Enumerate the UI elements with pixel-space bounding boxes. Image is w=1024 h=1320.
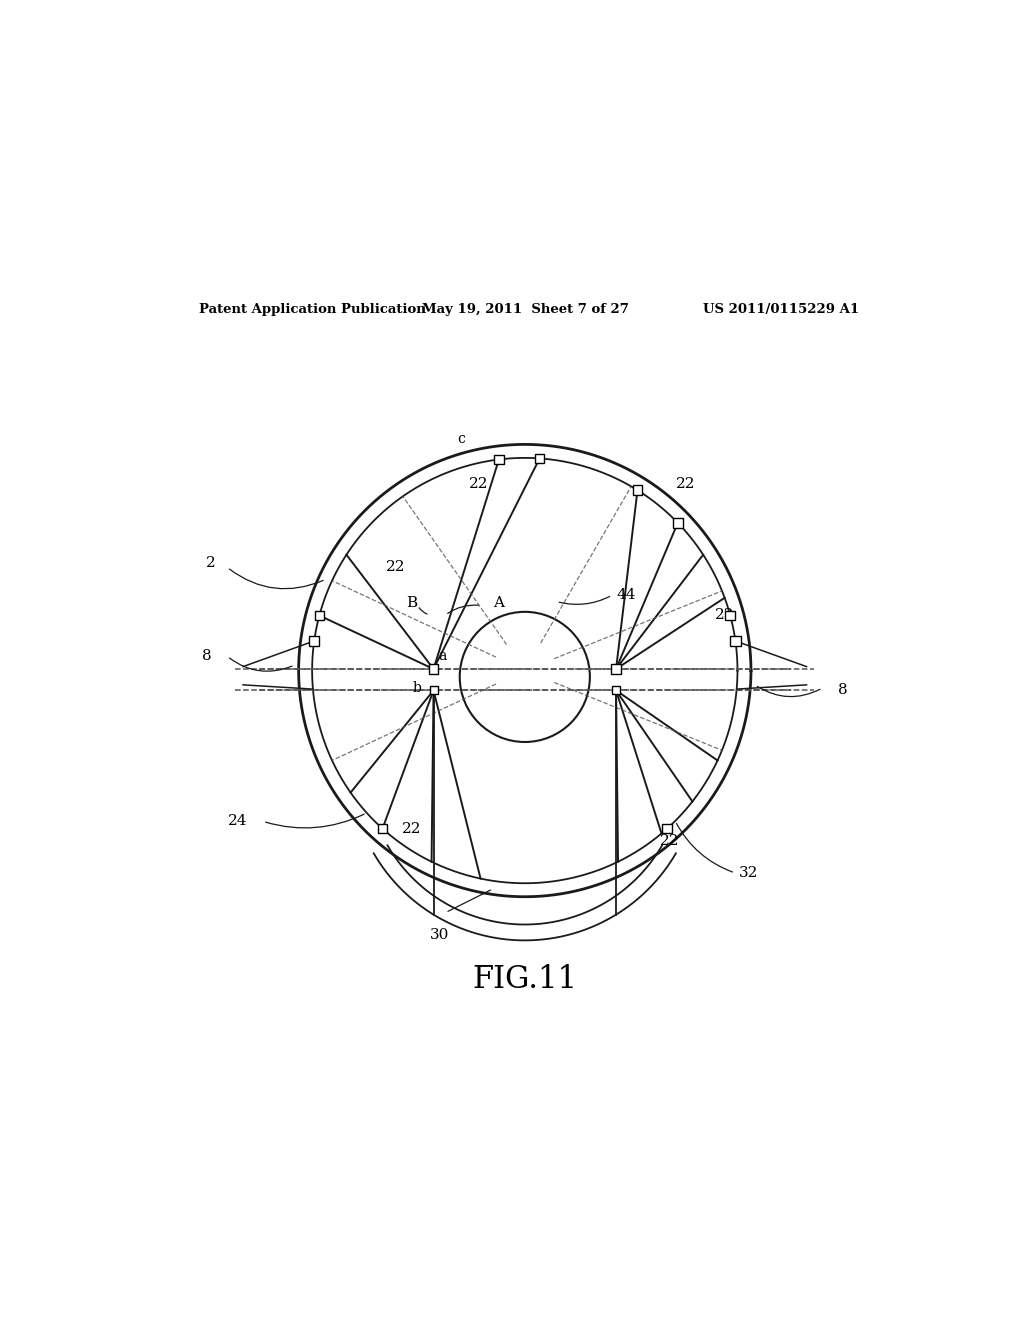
Text: 8: 8 <box>839 684 848 697</box>
Text: 22: 22 <box>401 822 421 837</box>
Bar <box>429 664 438 673</box>
Text: May 19, 2011  Sheet 7 of 27: May 19, 2011 Sheet 7 of 27 <box>422 304 629 315</box>
Text: Patent Application Publication: Patent Application Publication <box>200 304 426 315</box>
Text: B: B <box>407 597 418 610</box>
Text: 2: 2 <box>206 557 215 570</box>
Text: 32: 32 <box>739 866 759 880</box>
Bar <box>633 486 642 495</box>
Text: 44: 44 <box>616 589 636 602</box>
Bar <box>314 611 325 620</box>
Text: b: b <box>413 681 422 696</box>
Text: US 2011/0115229 A1: US 2011/0115229 A1 <box>703 304 859 315</box>
Bar <box>612 686 621 694</box>
Text: 22: 22 <box>715 609 735 622</box>
Text: 22: 22 <box>659 834 679 849</box>
Text: a: a <box>438 649 447 663</box>
Bar <box>611 664 621 673</box>
Text: 8: 8 <box>202 649 211 663</box>
Bar <box>378 824 387 833</box>
Bar <box>725 611 735 620</box>
Text: FIG.11: FIG.11 <box>472 964 578 995</box>
Bar <box>730 636 740 645</box>
Bar <box>430 686 437 694</box>
Bar <box>663 824 672 833</box>
Bar <box>495 454 504 465</box>
Text: 24: 24 <box>227 814 247 829</box>
Text: 30: 30 <box>430 928 449 942</box>
Text: A: A <box>494 597 504 610</box>
Text: 22: 22 <box>386 561 406 574</box>
Text: 22: 22 <box>676 477 695 491</box>
Bar <box>673 517 683 528</box>
Bar <box>309 636 319 645</box>
Bar <box>535 454 545 463</box>
Text: 22: 22 <box>469 477 488 491</box>
Text: c: c <box>458 432 465 446</box>
